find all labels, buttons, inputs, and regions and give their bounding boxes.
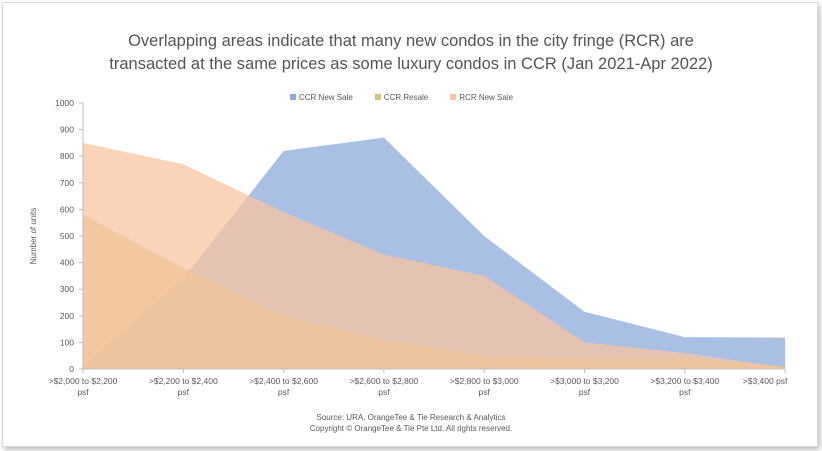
chart-title-line-2: transacted at the same prices as some lu… (109, 55, 713, 73)
chart-legend: CCR New Sale CCR Resale RCR New Sale (290, 90, 513, 104)
y-tick-label: 100 (60, 337, 74, 347)
y-tick-label: 200 (60, 311, 74, 321)
y-tick-label: 500 (60, 231, 74, 241)
chart-title: Overlapping areas indicate that many new… (0, 30, 822, 76)
y-tick-label: 0 (69, 364, 74, 374)
y-tick-label: 800 (60, 151, 74, 161)
y-tick-label: 1000 (55, 98, 74, 108)
area-series-group (83, 137, 786, 369)
legend-item-ccr-new-sale: CCR New Sale (290, 93, 353, 102)
y-tick-label: 700 (60, 178, 74, 188)
y-axis-title: Number of units (29, 208, 38, 264)
x-tick-label: >$3,200 to $3,400 psf (650, 376, 719, 397)
legend-swatch-ccr-resale (374, 94, 381, 100)
x-tick-label: >$2,400 to $2,600 psf (249, 376, 318, 397)
x-tick-label: >$2,600 to $2,800 psf (350, 376, 419, 397)
source-line-2: Copyright © OrangeTee & Tie Pte Ltd. All… (309, 424, 513, 433)
x-tick-label: >$2,800 to $3,000 psf (450, 376, 519, 397)
y-tick-label: 300 (60, 284, 74, 294)
x-tick-label: >$3,400 psf (743, 376, 788, 386)
chart-title-line-1: Overlapping areas indicate that many new… (128, 32, 694, 50)
legend-item-rcr-new-sale: RCR New Sale (450, 93, 513, 102)
area-rcr-new-sale (83, 142, 786, 369)
axes-group: 0 100 200 300 400 500 600 700 800 900 1000 Number o… (29, 98, 788, 397)
y-tick-label: 600 (60, 204, 74, 214)
x-tick-label: >$2,000 to $2,200 psf (49, 376, 118, 397)
legend-swatch-rcr-new-sale (450, 94, 457, 100)
x-tick-label: >$3,000 to $3,200 psf (550, 376, 619, 397)
legend-swatch-ccr-new-sale (290, 94, 296, 100)
source-line-1: Source: URA, OrangeTee & Tie Research & … (316, 413, 506, 422)
chart-source: Source: URA, OrangeTee & Tie Research & … (0, 412, 822, 434)
legend-item-ccr-resale: CCR Resale (374, 92, 429, 102)
x-tick-label: >$2,200 to $2,400 psf (149, 376, 218, 397)
legend-label-rcr-new-sale: RCR New Sale (459, 92, 514, 102)
legend-label-ccr-new-sale: CCR New Sale (299, 92, 353, 102)
legend-label-ccr-resale: CCR Resale (383, 92, 429, 102)
y-tick-label: 400 (60, 258, 74, 268)
y-tick-label: 900 (60, 125, 74, 135)
